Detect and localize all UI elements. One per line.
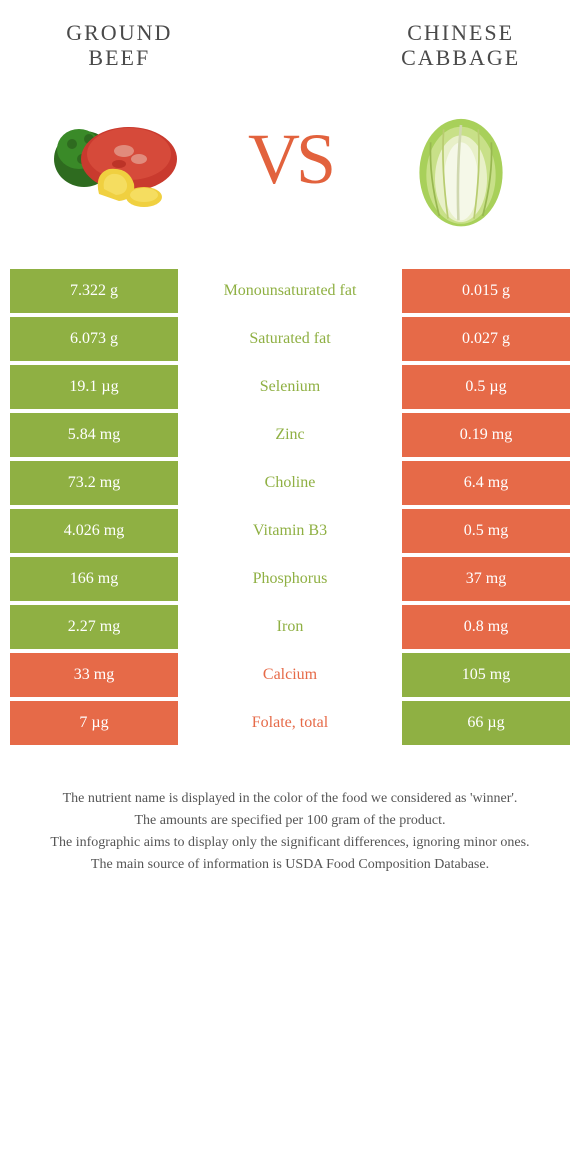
right-title-line1: CHINESE — [407, 20, 514, 45]
footnote-line: The amounts are specified per 100 gram o… — [30, 811, 550, 831]
left-value: 166 mg — [10, 557, 178, 605]
nutrient-name: Calcium — [178, 653, 402, 701]
right-food-column: CHINESE CABBAGE — [371, 20, 551, 239]
nutrient-name: Iron — [178, 605, 402, 653]
left-value: 7.322 g — [10, 269, 178, 317]
footnotes: The nutrient name is displayed in the co… — [0, 749, 580, 898]
vs-label: VS — [248, 118, 332, 201]
right-value: 66 µg — [402, 701, 570, 749]
right-value: 105 mg — [402, 653, 570, 701]
left-value: 2.27 mg — [10, 605, 178, 653]
table-row: 7 µgFolate, total66 µg — [10, 701, 570, 749]
left-title-line1: GROUND — [66, 20, 172, 45]
right-value: 0.5 mg — [402, 509, 570, 557]
left-value: 5.84 mg — [10, 413, 178, 461]
left-value: 6.073 g — [10, 317, 178, 365]
nutrient-name: Monounsaturated fat — [178, 269, 402, 317]
header: GROUND BEEF — [0, 0, 580, 269]
nutrient-name: Choline — [178, 461, 402, 509]
right-value: 0.027 g — [402, 317, 570, 365]
table-row: 166 mgPhosphorus37 mg — [10, 557, 570, 605]
left-food-column: GROUND BEEF — [29, 20, 209, 239]
table-row: 33 mgCalcium105 mg — [10, 653, 570, 701]
table-row: 2.27 mgIron0.8 mg — [10, 605, 570, 653]
nutrient-name: Zinc — [178, 413, 402, 461]
table-row: 19.1 µgSelenium0.5 µg — [10, 365, 570, 413]
nutrient-name: Vitamin B3 — [178, 509, 402, 557]
table-row: 73.2 mgCholine6.4 mg — [10, 461, 570, 509]
right-value: 0.19 mg — [402, 413, 570, 461]
nutrient-name: Folate, total — [178, 701, 402, 749]
nutrient-name: Phosphorus — [178, 557, 402, 605]
left-value: 7 µg — [10, 701, 178, 749]
right-value: 0.5 µg — [402, 365, 570, 413]
footnote-line: The infographic aims to display only the… — [30, 833, 550, 853]
nutrient-name: Saturated fat — [178, 317, 402, 365]
ground-beef-icon — [44, 89, 194, 239]
right-food-title: CHINESE CABBAGE — [401, 20, 520, 71]
nutrient-table: 7.322 gMonounsaturated fat0.015 g6.073 g… — [10, 269, 570, 749]
left-value: 4.026 mg — [10, 509, 178, 557]
footnote-line: The nutrient name is displayed in the co… — [30, 789, 550, 809]
table-row: 7.322 gMonounsaturated fat0.015 g — [10, 269, 570, 317]
left-value: 19.1 µg — [10, 365, 178, 413]
table-row: 5.84 mgZinc0.19 mg — [10, 413, 570, 461]
table-row: 4.026 mgVitamin B30.5 mg — [10, 509, 570, 557]
table-row: 6.073 gSaturated fat0.027 g — [10, 317, 570, 365]
right-value: 6.4 mg — [402, 461, 570, 509]
right-value: 37 mg — [402, 557, 570, 605]
left-value: 73.2 mg — [10, 461, 178, 509]
nutrient-name: Selenium — [178, 365, 402, 413]
left-food-title: GROUND BEEF — [66, 20, 172, 71]
chinese-cabbage-icon — [386, 89, 536, 239]
left-title-line2: BEEF — [88, 45, 150, 70]
footnote-line: The main source of information is USDA F… — [30, 855, 550, 875]
infographic-container: GROUND BEEF — [0, 0, 580, 898]
right-value: 0.015 g — [402, 269, 570, 317]
right-title-line2: CABBAGE — [401, 45, 520, 70]
right-value: 0.8 mg — [402, 605, 570, 653]
left-value: 33 mg — [10, 653, 178, 701]
